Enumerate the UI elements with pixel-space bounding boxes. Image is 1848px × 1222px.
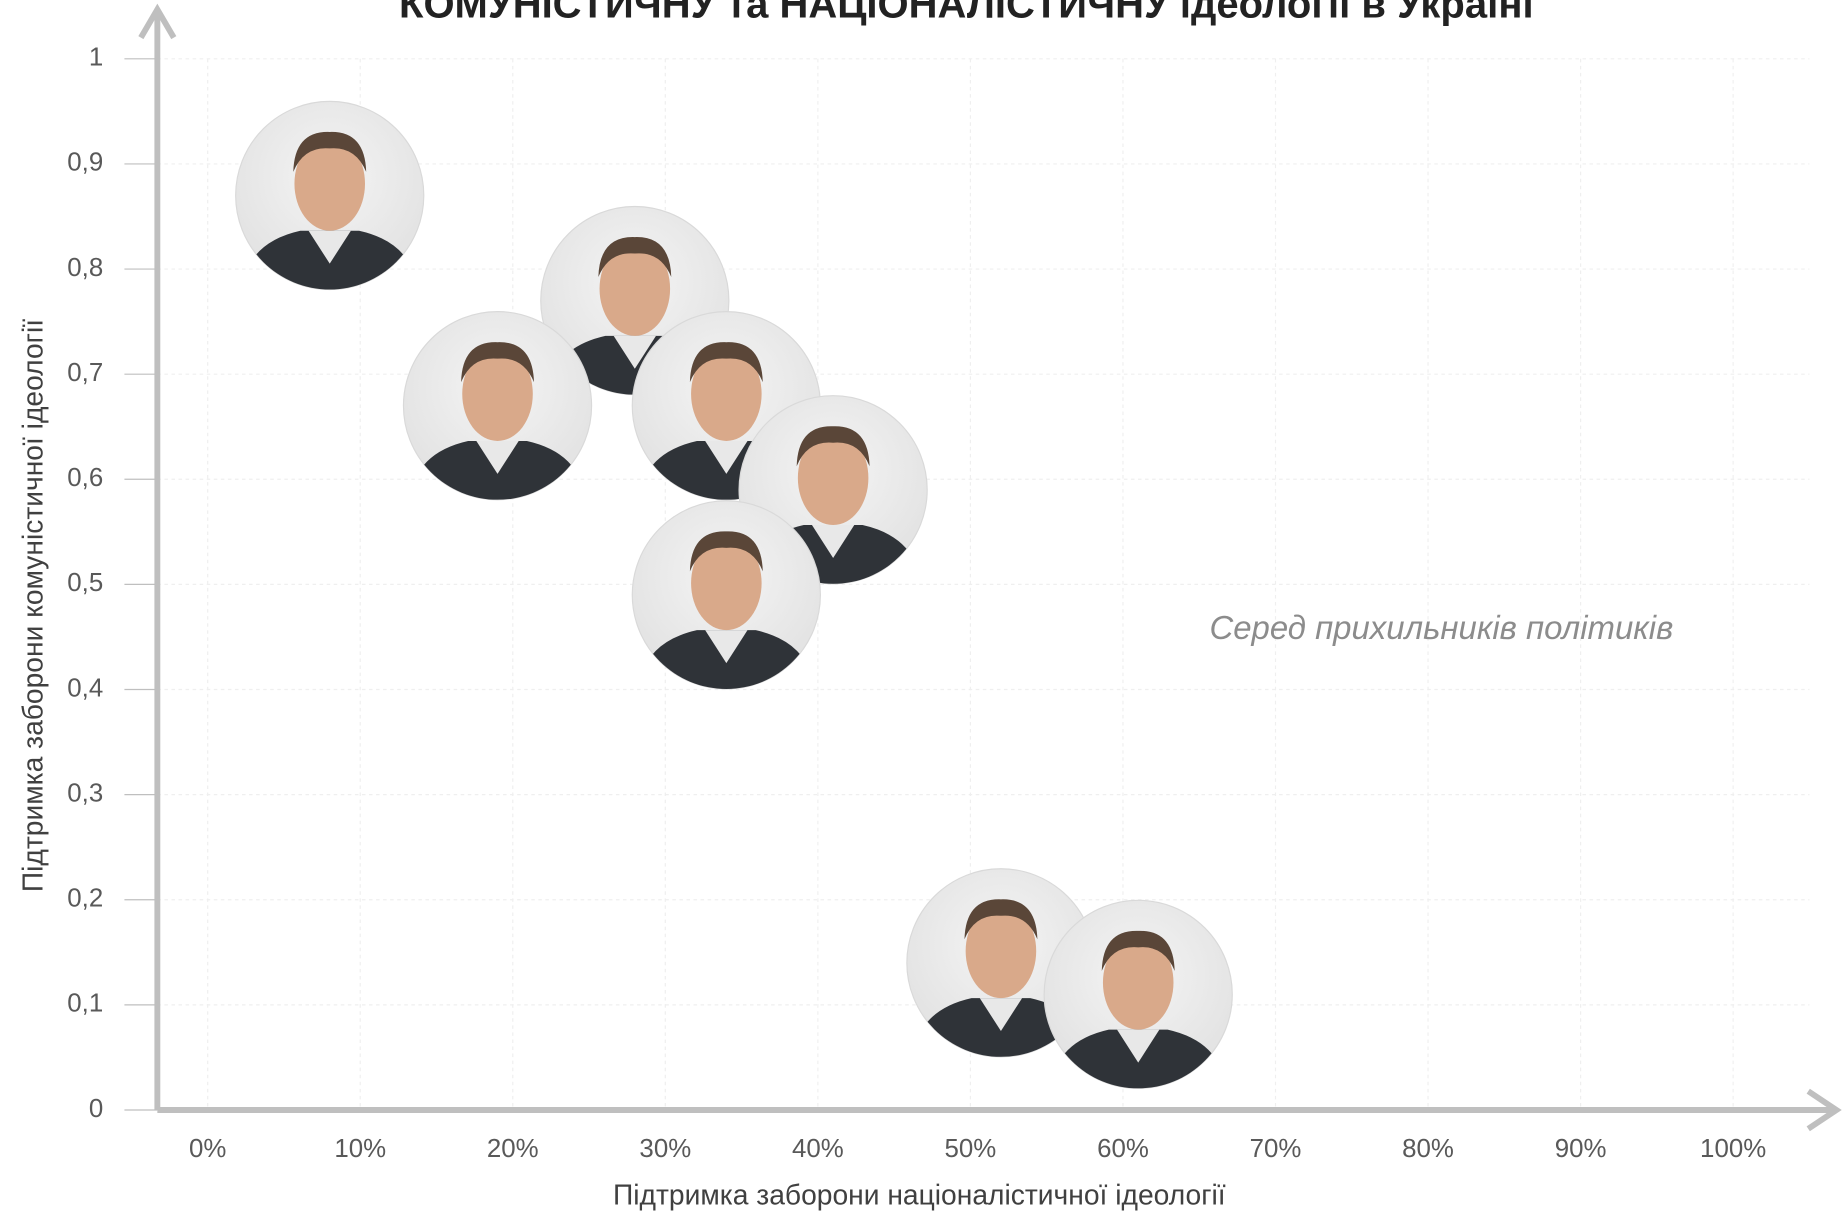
y-tick-label: 0,8 (67, 254, 103, 282)
person (638, 531, 815, 689)
x-tick-label: 30% (639, 1135, 691, 1163)
hair (293, 131, 367, 172)
y-axis-arrow (138, 3, 177, 40)
person (409, 342, 586, 500)
hair (964, 899, 1038, 940)
x-tick-label: 50% (945, 1135, 997, 1163)
x-tick-label: 40% (792, 1135, 844, 1163)
hair (689, 342, 763, 383)
person (912, 899, 1090, 1057)
chart-title: КОМУНІСТИЧНУ та НАЦІОНАЛІСТИЧНУ ідеологі… (399, 0, 1534, 27)
face (691, 536, 762, 631)
annotation: Серед прихильників політиків (1209, 609, 1673, 646)
x-tick-label: 80% (1402, 1135, 1454, 1163)
collar (1117, 1029, 1160, 1063)
collar (613, 335, 656, 369)
photo-marker (235, 100, 425, 291)
y-tick-label: 0,4 (67, 674, 103, 702)
face (294, 136, 366, 231)
photo-marker (631, 500, 821, 690)
y-tick-label: 0,1 (67, 990, 103, 1018)
face (462, 346, 533, 441)
face (691, 346, 762, 441)
face (965, 904, 1037, 999)
hair (689, 531, 763, 572)
collar (705, 630, 748, 664)
hair (1101, 930, 1175, 971)
hair (796, 426, 870, 467)
hair (598, 237, 672, 278)
y-tick-label: 0,6 (67, 464, 103, 492)
photo-marker (1043, 899, 1233, 1090)
x-axis-arrow (1806, 1088, 1842, 1132)
x-tick-label: 20% (487, 1135, 539, 1163)
collar (811, 525, 855, 558)
x-tick-label: 10% (334, 1135, 386, 1163)
y-axis-label: Підтримка заборони комуністичної ідеолог… (17, 319, 49, 892)
x-tick-label: 60% (1097, 1135, 1149, 1163)
y-tick-label: 0,9 (67, 149, 103, 177)
collar (979, 998, 1023, 1032)
x-axis-label: Підтримка заборони націоналістичної ідео… (613, 1178, 1226, 1210)
y-tick-label: 0,5 (67, 569, 103, 597)
collar (308, 230, 351, 264)
hair (461, 342, 534, 383)
y-tick-label: 0 (89, 1095, 103, 1123)
y-tick-label: 1 (89, 44, 103, 72)
collar (476, 440, 519, 474)
face (1102, 935, 1174, 1030)
x-tick-label: 0% (189, 1135, 226, 1163)
photo-marker (402, 311, 593, 501)
y-tick-label: 0,7 (67, 359, 103, 387)
person (241, 131, 418, 290)
x-tick-label: 70% (1250, 1135, 1302, 1163)
y-tick-label: 0,3 (67, 779, 103, 807)
x-tick-label: 100% (1700, 1135, 1766, 1163)
x-tick-label: 90% (1555, 1135, 1607, 1163)
face (797, 430, 869, 526)
person (1050, 930, 1227, 1089)
face (599, 241, 671, 336)
y-tick-label: 0,2 (67, 885, 103, 913)
collar (705, 440, 748, 474)
